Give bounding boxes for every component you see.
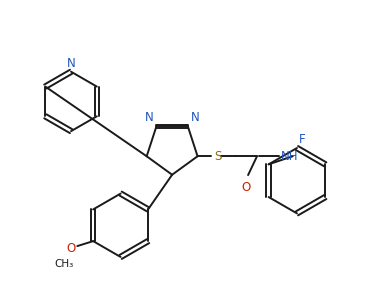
Text: NH: NH [281,150,298,163]
Text: O: O [66,242,75,255]
Text: F: F [299,133,306,146]
Text: N: N [191,111,200,124]
Text: O: O [242,181,251,194]
Text: N: N [145,111,154,124]
Text: CH₃: CH₃ [54,259,73,269]
Text: N: N [67,57,75,70]
Text: S: S [214,150,222,163]
